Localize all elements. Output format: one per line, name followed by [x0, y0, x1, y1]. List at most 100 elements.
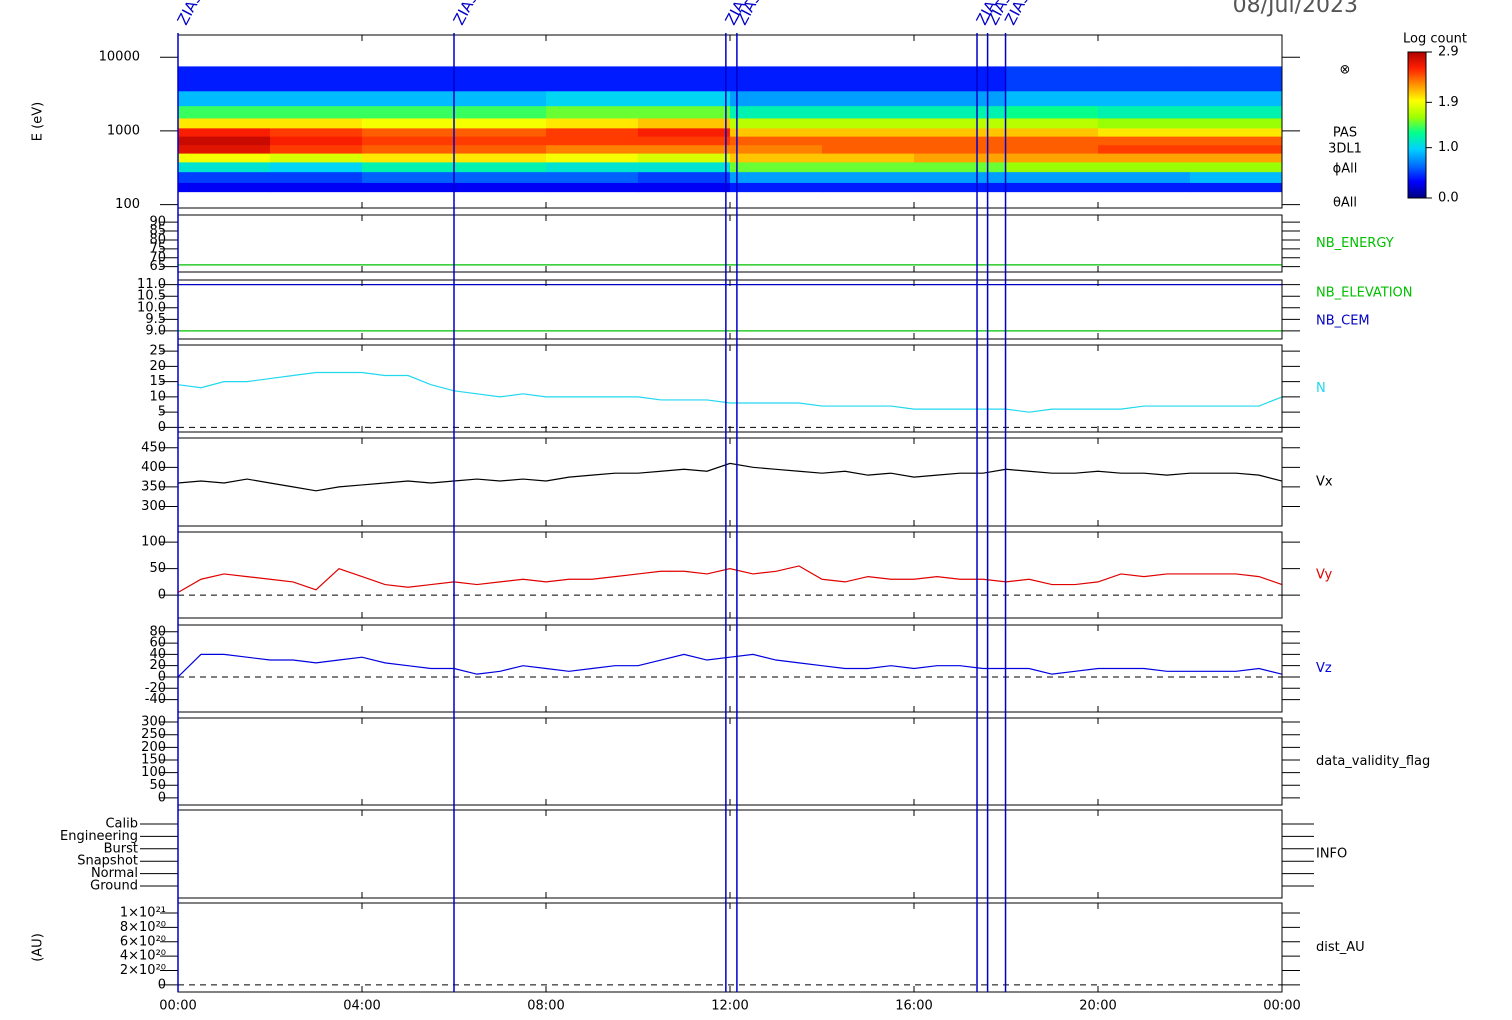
series-label: NB_ENERGY: [1316, 236, 1394, 251]
y-tick-label: 70: [149, 250, 166, 265]
spectrogram-cell: [362, 144, 455, 154]
spectrogram-cell: [1190, 182, 1283, 193]
y-tick-label: 100: [141, 765, 166, 780]
y-tick-label: 0: [158, 977, 166, 992]
spectrogram-cell: [454, 144, 547, 154]
spectrogram-cell: [914, 117, 1007, 129]
series-label: NB_CEM: [1316, 314, 1370, 329]
spectrogram-cell: [1190, 66, 1283, 92]
panel-frame: [177, 437, 1283, 527]
spectrogram-cell: [638, 90, 731, 107]
spectrogram-cell: [178, 144, 271, 154]
spectrogram-cell: [1190, 136, 1283, 146]
spectrogram-cell: [178, 136, 271, 146]
x-tick-label: 12:00: [711, 999, 748, 1014]
spectrogram-cell: [270, 127, 363, 137]
category-label: Calib: [105, 817, 138, 832]
y-tick-label: 250: [141, 727, 166, 742]
spectrogram-cell: [362, 153, 455, 163]
spectrogram-cell: [362, 161, 455, 173]
spectrogram-cell: [270, 117, 363, 129]
y-tick-label: 400: [141, 460, 166, 475]
y-tick-label: 25: [149, 344, 166, 359]
x-tick-label: 20:00: [1079, 999, 1116, 1014]
category-label: Ground: [90, 879, 138, 894]
series-line: [177, 371, 1283, 413]
spectrogram-cell: [270, 153, 363, 163]
x-tick-label: 00:00: [159, 999, 196, 1014]
panel-frame: [177, 809, 1283, 899]
series-label: Vx: [1316, 475, 1333, 490]
spectrogram-cell: [1098, 182, 1191, 193]
spectrogram-cell: [1190, 90, 1283, 107]
spectrogram-cell: [1190, 105, 1283, 119]
spectrogram-cell: [914, 136, 1007, 146]
spectrogram-cell: [362, 127, 455, 137]
spectrogram-cell: [914, 153, 1007, 163]
spectrogram-cell: [546, 105, 639, 119]
spectrogram-cell: [546, 161, 639, 173]
side-label: 3DL1: [1328, 142, 1362, 157]
y-tick-label: 300: [141, 499, 166, 514]
spectrogram-cell: [914, 171, 1007, 183]
spectrogram-cell: [1190, 153, 1283, 163]
y-tick-label: 100: [115, 197, 140, 212]
y-tick-label: -40: [145, 692, 166, 707]
spectrogram-cell: [1098, 171, 1191, 183]
spectrogram-cell: [454, 153, 547, 163]
y-tick-label: 20: [149, 359, 166, 374]
series-line: [177, 565, 1283, 594]
spectrogram-cell: [178, 105, 271, 119]
spectrogram-cell: [822, 182, 915, 193]
spectrogram-cell: [638, 153, 731, 163]
spectrogram-cell: [730, 171, 823, 183]
y-tick-label: 300: [141, 715, 166, 730]
spectrogram-cell: [362, 105, 455, 119]
spectrogram-cell: [178, 66, 271, 92]
spectrogram-cell: [1098, 66, 1191, 92]
date: 08/Jul/2023: [1233, 0, 1358, 18]
colorbar-tick-label: 0.0: [1438, 191, 1459, 206]
spectrogram-cell: [362, 182, 455, 193]
spectrogram-cell: [730, 153, 823, 163]
panel-frame: [177, 214, 1283, 273]
spectrogram-cell: [1190, 171, 1283, 183]
spectrogram-cell: [270, 105, 363, 119]
x-tick-label: 00:00: [1263, 999, 1300, 1014]
category-label: Normal: [91, 866, 138, 881]
spectrogram-cell: [270, 182, 363, 193]
spectrogram-cell: [546, 144, 639, 154]
spectrogram-cell: [1006, 117, 1099, 129]
spectrogram-cell: [546, 90, 639, 107]
spectrogram-cell: [730, 144, 823, 154]
y-tick-label: 350: [141, 479, 166, 494]
spectrogram-cell: [914, 66, 1007, 92]
spectrogram-cell: [638, 182, 731, 193]
category-label: Snapshot: [77, 854, 138, 869]
y-tick-label: 75: [149, 241, 166, 256]
panel-frame: [177, 279, 1283, 340]
series-label: NB_ELEVATION: [1316, 286, 1413, 301]
spectrogram-cell: [546, 171, 639, 183]
spectrogram-cell: [362, 66, 455, 92]
series-line: [177, 653, 1283, 678]
spectrogram-cell: [730, 161, 823, 173]
spectrogram-cell: [730, 127, 823, 137]
spectrogram-cell: [638, 136, 731, 146]
spectrogram-cell: [362, 90, 455, 107]
spectrogram-cell: [270, 136, 363, 146]
spectrogram-cell: [1006, 90, 1099, 107]
panel-label: INFO: [1316, 847, 1347, 862]
spectrogram-cell: [822, 117, 915, 129]
spectrogram-cell: [1190, 117, 1283, 129]
y-axis-label: (AU): [31, 933, 46, 962]
spectrogram-cell: [638, 144, 731, 154]
spectrogram-cell: [546, 117, 639, 129]
spectrogram-cell: [1098, 90, 1191, 107]
spectrogram-cell: [1006, 153, 1099, 163]
spectrogram-cell: [546, 127, 639, 137]
spectrogram-cell: [1190, 127, 1283, 137]
y-tick-label: 10000: [99, 50, 140, 65]
y-tick-label: 10.0: [137, 300, 166, 315]
spectrogram-cell: [454, 161, 547, 173]
